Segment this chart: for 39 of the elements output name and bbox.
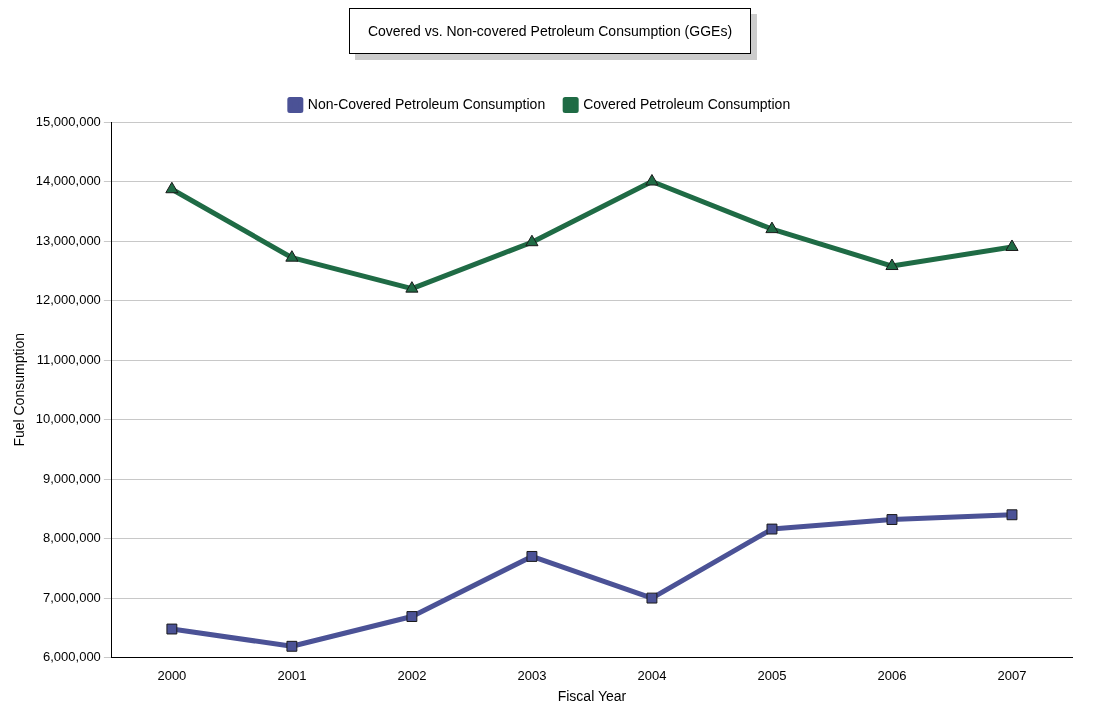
y-tick-label: 15,000,000 <box>35 113 101 129</box>
point <box>405 281 419 293</box>
y-tick-label: 14,000,000 <box>35 173 101 189</box>
point <box>765 221 779 234</box>
y-tick-label: 8,000,000 <box>43 530 101 546</box>
chart-title: Covered vs. Non-covered Petroleum Consumption (GGEs) <box>348 8 752 54</box>
point <box>886 514 898 525</box>
point <box>1005 239 1019 251</box>
point <box>406 611 418 622</box>
x-tick-label: 2000 <box>157 667 187 683</box>
x-tick-label: 2001 <box>277 667 307 683</box>
y-tick-label: 9,000,000 <box>43 470 101 486</box>
point <box>525 234 539 247</box>
x-tick-label: 2005 <box>757 667 787 683</box>
point <box>165 181 179 194</box>
y-tick-label: 13,000,000 <box>35 232 101 248</box>
y-tick-label: 6,000,000 <box>43 649 101 665</box>
y-tick-label: 11,000,000 <box>36 351 101 367</box>
legend-label: Non-Covered Petroleum Consumption <box>307 95 546 112</box>
point <box>645 174 659 186</box>
y-tick-label: 7,000,000 <box>43 589 101 605</box>
x-tick-label: 2003 <box>517 667 547 683</box>
x-axis-title: Fiscal Year <box>557 688 627 705</box>
point <box>766 523 778 535</box>
y-tick-label: 12,000,000 <box>35 292 101 308</box>
point <box>885 258 899 271</box>
point <box>1006 509 1018 521</box>
y-tick-label: 10,000,000 <box>35 411 101 427</box>
y-axis-title: Fuel Consumption <box>11 332 28 447</box>
legend-label: Covered Petroleum Consumption <box>583 95 791 112</box>
point <box>166 623 178 635</box>
point <box>526 550 538 562</box>
x-tick-label: 2007 <box>997 667 1027 683</box>
point <box>286 640 298 652</box>
point <box>646 592 658 604</box>
x-tick-label: 2006 <box>877 667 907 683</box>
x-tick-label: 2004 <box>637 667 667 683</box>
x-tick-label: 2002 <box>397 667 427 683</box>
point <box>285 250 299 262</box>
